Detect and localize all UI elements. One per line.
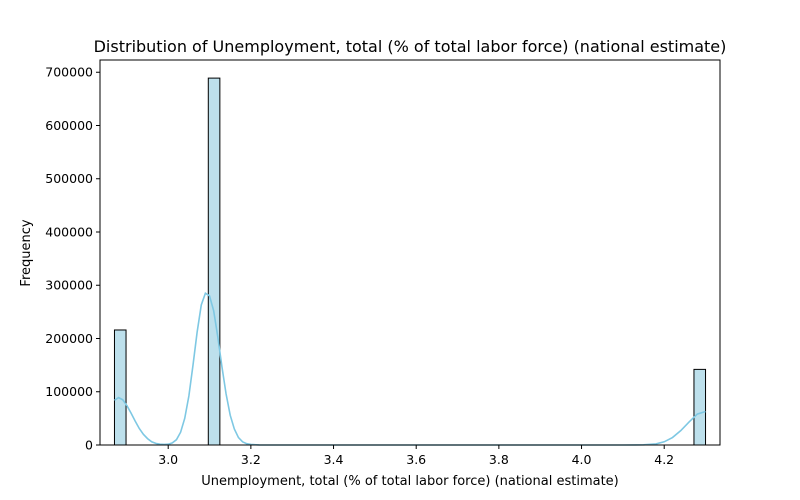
x-tick-label: 3.2 [241,452,261,467]
x-tick-label: 3.0 [158,452,178,467]
plot-background [100,60,720,445]
histogram-bar-1 [207,77,221,446]
y-tick-label: 300000 [45,278,93,293]
plot-area [99,59,721,446]
x-axis-label: Unemployment, total (% of total labor fo… [201,474,619,489]
x-tick-label: 4.0 [572,452,592,467]
y-tick-label: 600000 [45,118,93,133]
y-tick-label: 200000 [45,331,93,346]
plot-frame [99,59,721,446]
y-tick-label: 400000 [45,224,93,239]
y-tick-label: 500000 [45,171,93,186]
y-axis-label: Frequency [19,219,34,286]
y-tick-label: 0 [85,438,93,453]
x-tick-label: 3.6 [406,452,426,467]
histogram-bar-2 [693,368,707,446]
chart-title: Distribution of Unemployment, total (% o… [94,37,727,56]
y-axis: 0 100000 200000 300000 400000 500000 600000 700… [45,65,100,453]
histogram-bar-0 [113,329,127,446]
x-axis: 3.0 3.2 3.4 3.6 3.8 4.0 4.2 [158,445,674,467]
x-tick-label: 3.4 [324,452,344,467]
x-tick-label: 3.8 [489,452,509,467]
y-tick-label: 700000 [45,65,93,80]
y-tick-label: 100000 [45,384,93,399]
x-tick-label: 4.2 [654,452,674,467]
